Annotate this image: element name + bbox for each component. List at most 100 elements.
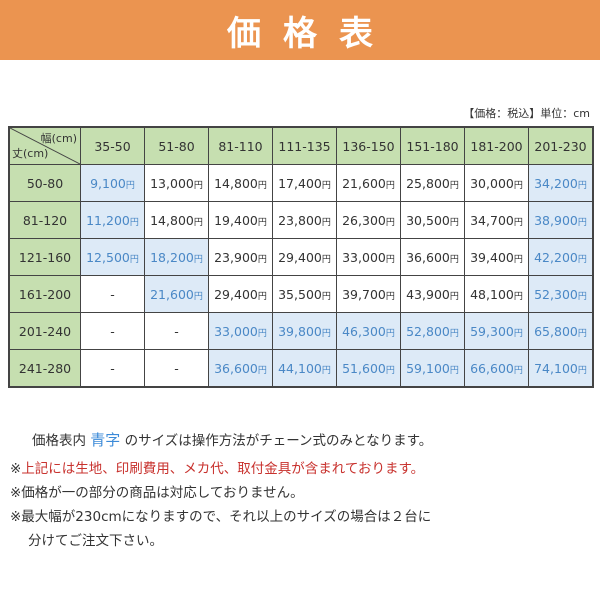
price-value: 38,900 [534,212,578,228]
price-cell: 36,600円 [208,349,273,388]
height-label: 丈(cm) [12,147,49,160]
price-cell: 74,100円 [528,349,594,388]
price-cell: 46,300円 [336,312,401,350]
price-cell: 33,000円 [336,238,401,276]
currency-unit: 円 [193,254,203,265]
table-row: 81-120 11,200円 14,800円 19,400円 23,800円 26,300… [8,201,594,239]
price-cell: 39,700円 [336,275,401,313]
row-header: 161-200 [8,275,81,313]
price-value: 48,100 [470,286,514,302]
price-value: 34,700 [470,212,514,228]
currency-unit: 円 [129,217,139,228]
price-value: 52,300 [534,286,578,302]
currency-unit: 円 [257,217,267,228]
price-cell: 43,900円 [400,275,465,313]
column-header: 81-110 [208,126,273,165]
price-value: 25,800 [406,175,450,191]
price-cell: 59,100円 [400,349,465,388]
price-value: 29,400 [214,286,258,302]
table-body: 50-80 9,100円 13,000円 14,800円 17,400円 21,600円 2… [8,164,594,388]
price-value: - [110,286,115,302]
price-cell: 52,800円 [400,312,465,350]
price-value: 14,800 [150,212,194,228]
currency-unit: 円 [257,328,267,339]
price-cell: 13,000円 [144,164,209,202]
price-value: 30,500 [406,212,450,228]
currency-unit: 円 [321,291,331,302]
price-cell: 26,300円 [336,201,401,239]
price-cell: 66,600円 [464,349,529,388]
currency-unit: 円 [321,328,331,339]
price-value: 51,600 [342,360,386,376]
currency-unit: 円 [449,328,459,339]
price-value: 35,500 [278,286,322,302]
note-blue-text: 価格表内 青字 のサイズは操作方法がチェーン式のみとなります。 [32,431,433,449]
price-cell: 39,400円 [464,238,529,276]
price-value: 59,300 [470,323,514,339]
price-cell: - [80,312,145,350]
price-cell: - [144,349,209,388]
row-header: 121-160 [8,238,81,276]
price-value: 44,100 [278,360,322,376]
price-cell: 42,200円 [528,238,594,276]
header-row: 幅(cm) 丈(cm) 35-50 51-80 81-110 111-135 136-1… [8,126,594,165]
blue-text-keyword: 青字 [90,431,121,449]
currency-unit: 円 [513,291,523,302]
price-value: 21,600 [150,286,194,302]
price-cell: 29,400円 [272,238,337,276]
price-cell: 48,100円 [464,275,529,313]
note-max-width-cont: 分けてご注文下さい。 [28,533,163,549]
column-header: 111-135 [272,126,337,165]
currency-unit: 円 [193,180,203,191]
price-value: 36,600 [214,360,258,376]
note-included: ※上記には生地、印刷費用、メカ代、取付金具が含まれております。 [10,461,425,477]
price-value: 36,600 [406,249,450,265]
currency-unit: 円 [513,180,523,191]
table-row: 121-160 12,500円 18,200円 23,900円 29,400円 33,00… [8,238,594,276]
currency-unit: 円 [449,291,459,302]
price-value: - [174,323,179,339]
price-table: 幅(cm) 丈(cm) 35-50 51-80 81-110 111-135 136-1… [8,126,594,388]
price-cell: 14,800円 [144,201,209,239]
price-cell: 11,200円 [80,201,145,239]
price-cell: 34,700円 [464,201,529,239]
currency-unit: 円 [257,365,267,376]
column-header: 35-50 [80,126,145,165]
price-value: 18,200 [150,249,194,265]
currency-unit: 円 [257,180,267,191]
price-value: 29,400 [278,249,322,265]
price-value: 46,300 [342,323,386,339]
price-value: 17,400 [278,175,322,191]
price-value: 39,700 [342,286,386,302]
currency-unit: 円 [577,328,587,339]
price-value: - [110,323,115,339]
row-header: 81-120 [8,201,81,239]
price-value: - [174,360,179,376]
currency-unit: 円 [257,291,267,302]
price-cell: - [80,349,145,388]
price-value: 23,800 [278,212,322,228]
currency-unit: 円 [513,328,523,339]
price-cell: 35,500円 [272,275,337,313]
price-cell: - [144,312,209,350]
price-cell: 36,600円 [400,238,465,276]
currency-unit: 円 [321,180,331,191]
price-cell: - [80,275,145,313]
currency-unit: 円 [193,291,203,302]
row-header: 241-280 [8,349,81,388]
price-value: 14,800 [214,175,258,191]
price-cell: 12,500円 [80,238,145,276]
price-value: 66,600 [470,360,514,376]
currency-unit: 円 [577,365,587,376]
currency-unit: 円 [385,365,395,376]
currency-unit: 円 [321,217,331,228]
row-header: 201-240 [8,312,81,350]
price-cell: 18,200円 [144,238,209,276]
table-row: 161-200-21,600円 29,400円 35,500円 39,700円 43,9… [8,275,594,313]
currency-unit: 円 [385,180,395,191]
price-cell: 21,600円 [144,275,209,313]
price-cell: 23,800円 [272,201,337,239]
price-value: 74,100 [534,360,578,376]
note-max-width: ※最大幅が230cmになりますので、それ以上のサイズの場合は２台に [10,509,432,525]
width-label: 幅(cm) [40,132,77,145]
